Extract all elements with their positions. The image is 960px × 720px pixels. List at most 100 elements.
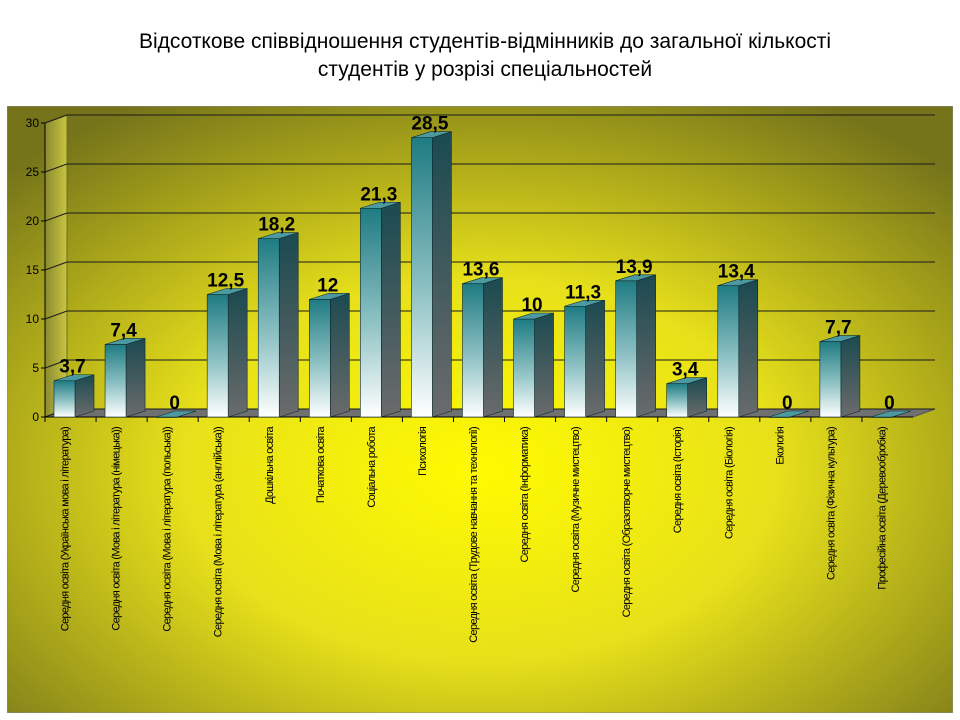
- bar-side: [585, 299, 605, 418]
- x-category-label: Середня освіта (Мова і література (англі…: [213, 427, 225, 637]
- bar-side: [534, 312, 554, 418]
- y-tick-label: 20: [26, 214, 40, 228]
- data-label: 13,9: [616, 257, 653, 278]
- bar: [819, 335, 861, 418]
- x-category-label: Психологія: [417, 426, 429, 476]
- bar-top: [258, 232, 299, 239]
- bar-top: [717, 279, 758, 286]
- bar-front: [666, 383, 689, 418]
- bar: [104, 338, 146, 418]
- bar-front: [564, 305, 586, 418]
- bar-side: [483, 277, 503, 418]
- x-category-label: Середня освіта (Фізична культура): [825, 427, 837, 580]
- bar-top: [104, 338, 146, 345]
- bar-side: [125, 338, 146, 418]
- bar-top: [411, 131, 452, 139]
- bar-top: [309, 293, 350, 300]
- x-category-label: Середня освіта (Біологія): [723, 427, 735, 539]
- bar-front: [257, 238, 280, 418]
- bar: [308, 292, 350, 418]
- bar-top: [870, 410, 912, 418]
- chart-title-line-1: Відсоткове співвідношення студентів-відм…: [138, 30, 832, 53]
- gridline: [44, 114, 935, 124]
- bar-side: [636, 274, 656, 418]
- bar-front: [462, 283, 484, 418]
- bar-front: [615, 280, 637, 418]
- bar-side: [687, 377, 708, 418]
- bar-top: [462, 277, 503, 285]
- bar-front: [819, 341, 842, 418]
- bar: [666, 377, 708, 418]
- bar-top: [768, 410, 809, 418]
- bar: [360, 201, 401, 418]
- data-label: 21,3: [360, 184, 397, 205]
- bar-side: [278, 232, 299, 418]
- x-category-label: Середня освіта (Інформатика): [519, 427, 531, 563]
- bar-top: [53, 374, 95, 382]
- bar-top: [564, 299, 605, 307]
- bar-side: [738, 279, 759, 418]
- bar-top: [360, 201, 401, 209]
- y-tick-label: 30: [26, 116, 40, 130]
- bar: [564, 299, 605, 418]
- bar-front: [53, 380, 76, 418]
- x-category-label: Середня освіта (Музичне мистецтво): [570, 427, 582, 592]
- gridline: [44, 261, 935, 271]
- bar-top: [819, 335, 860, 342]
- bar-side: [74, 374, 95, 418]
- x-category-label: Середня освіта (Українська мова і літера…: [60, 427, 72, 631]
- x-category-label: Екологія: [774, 426, 786, 464]
- x-category-label: Середня освіта (Історія): [672, 427, 684, 533]
- bar-top: [666, 377, 707, 384]
- y-tick-label: 0: [32, 410, 39, 424]
- data-label: 0: [169, 393, 180, 414]
- data-label: 18,2: [258, 215, 295, 236]
- bar-front: [308, 299, 331, 418]
- bar-top: [156, 410, 197, 418]
- chart-title: Відсоткове співвідношення студентів-відм…: [60, 28, 910, 84]
- y-tick-label: 5: [32, 361, 39, 375]
- bar: [257, 232, 299, 418]
- chart-area: 0 5 10 15 20 25 30 3,7 Середня освіта (Українськ…: [7, 106, 953, 713]
- y-tick-label: 10: [26, 312, 40, 326]
- bar-top: [615, 274, 656, 282]
- data-label: 12,5: [207, 271, 244, 292]
- x-category-label: Соціальна робота: [366, 425, 378, 507]
- data-label: 10: [521, 295, 542, 316]
- bar-front: [360, 207, 382, 418]
- y-tick-label: 25: [26, 165, 40, 179]
- data-label: 11,3: [565, 282, 601, 303]
- bar-top: [513, 312, 554, 320]
- data-label: 7,7: [825, 318, 851, 339]
- gridline: [44, 212, 935, 222]
- data-label: 3,4: [672, 360, 699, 381]
- bar: [768, 410, 809, 418]
- bar-side: [381, 201, 401, 418]
- bar: [717, 279, 759, 418]
- x-category-label: Професійна освіта (Деревообробка): [876, 427, 888, 590]
- bar-front: [717, 285, 740, 418]
- bar-side: [840, 335, 861, 418]
- bar-front: [104, 344, 127, 418]
- bar-front: [206, 294, 229, 418]
- data-label: 0: [884, 393, 895, 414]
- x-category-label: Середня освіта (Образотворче мистецтво): [621, 427, 633, 617]
- data-label: 7,4: [110, 320, 137, 341]
- data-label: 3,7: [59, 357, 85, 378]
- bar-front: [411, 137, 433, 418]
- bar-chart: 0 5 10 15 20 25 30 3,7 Середня освіта (Українськ…: [7, 106, 953, 713]
- bar: [53, 374, 95, 418]
- chart-title-line-2: студентів у розрізі спеціальностей: [317, 58, 653, 81]
- gridline: [44, 163, 935, 173]
- x-category-label: Середня освіта (Мова і література (німец…: [111, 427, 123, 631]
- x-category-label: Середня освіта (Трудове навчання та техн…: [468, 427, 480, 643]
- bar-front: [513, 318, 535, 418]
- data-label: 13,6: [462, 260, 499, 281]
- data-label: 28,5: [411, 114, 448, 135]
- bar: [206, 288, 248, 418]
- bar: [462, 277, 503, 418]
- bar-side: [227, 288, 248, 418]
- bar: [155, 410, 197, 418]
- bar: [513, 312, 554, 418]
- x-category-label: Початкова освіта: [315, 425, 327, 503]
